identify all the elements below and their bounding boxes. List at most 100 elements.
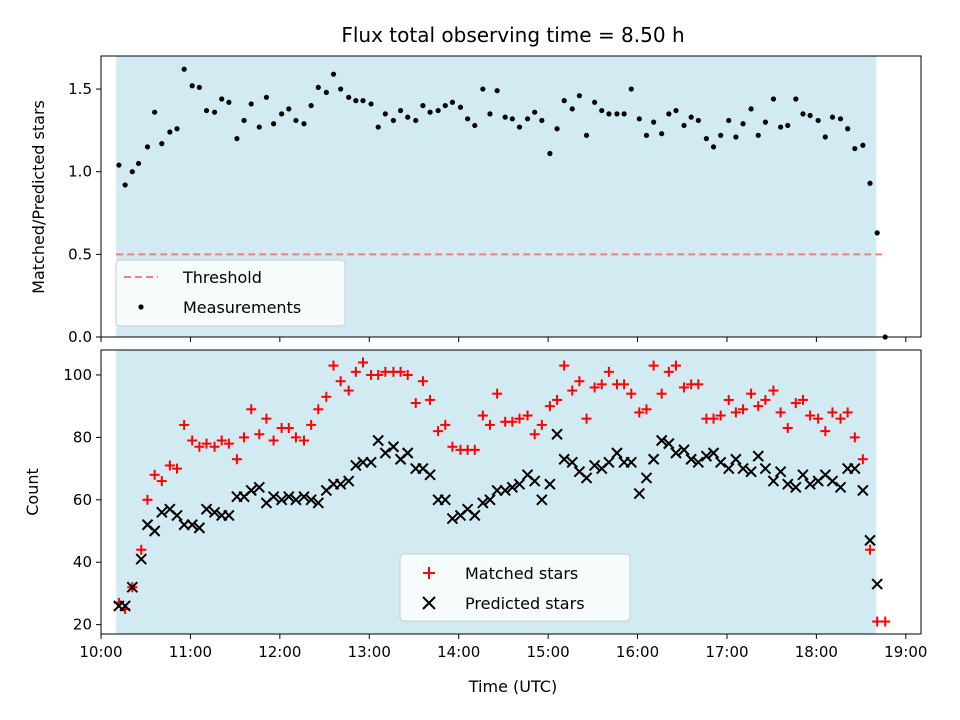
predicted-star-point bbox=[723, 462, 735, 475]
measurement-point bbox=[211, 109, 218, 115]
bottom-y-axis: 20 40 60 80 100 bbox=[63, 366, 101, 634]
measurement-point bbox=[159, 141, 165, 147]
measurement-point bbox=[116, 162, 122, 168]
matched-star-point bbox=[514, 413, 525, 424]
predicted-star-point bbox=[737, 462, 749, 475]
bottom-panel: 20 40 60 80 100 10:00 11:00 12:00 13:00 14:00 15:… bbox=[23, 349, 927, 696]
measurement-point bbox=[710, 144, 717, 150]
matched-star-point bbox=[136, 544, 147, 555]
predicted-star-point bbox=[834, 481, 847, 494]
measurement-point bbox=[465, 116, 471, 122]
x-tick-label: 14:00 bbox=[437, 643, 480, 661]
predicted-star-point bbox=[625, 456, 637, 469]
matched-star-point bbox=[536, 419, 547, 430]
matched-star-point bbox=[827, 407, 838, 418]
matched-star-point bbox=[433, 426, 444, 437]
matched-star-point bbox=[440, 419, 451, 430]
measurement-point bbox=[845, 126, 851, 132]
x-tick-label: 15:00 bbox=[526, 643, 569, 661]
predicted-star-point bbox=[446, 512, 459, 525]
predicted-star-point bbox=[245, 484, 257, 497]
measurement-point bbox=[226, 99, 232, 105]
measurement-point bbox=[867, 180, 873, 186]
predicted-star-point bbox=[685, 453, 697, 465]
predicted-star-point bbox=[290, 494, 302, 506]
chart-title: Flux total observing time = 8.50 h bbox=[341, 23, 684, 47]
measurement-point bbox=[472, 122, 478, 129]
measurement-point bbox=[643, 132, 650, 138]
legend-matched-swatch bbox=[423, 567, 435, 579]
matched-star-point bbox=[343, 385, 354, 396]
measurement-point bbox=[413, 117, 419, 124]
matched-star-point bbox=[223, 438, 234, 449]
predicted-star-point bbox=[566, 456, 578, 469]
matched-star-point bbox=[254, 429, 265, 440]
predicted-star-point bbox=[424, 469, 436, 481]
top-y-tick-label: 0.5 bbox=[68, 245, 92, 263]
predicted-star-point bbox=[342, 475, 355, 487]
predicted-star-point bbox=[544, 478, 556, 490]
measurement-point bbox=[561, 98, 567, 104]
matched-star-point bbox=[723, 394, 734, 405]
top-y-tick-label: 1.0 bbox=[68, 163, 92, 181]
measurement-point bbox=[196, 84, 202, 91]
measurement-point bbox=[286, 106, 292, 112]
measurement-point bbox=[435, 107, 441, 114]
matched-star-point bbox=[298, 435, 309, 446]
measurement-point bbox=[189, 83, 195, 89]
predicted-star-point bbox=[200, 503, 213, 515]
predicted-star-point bbox=[536, 494, 548, 506]
bottom-y-axis-label: Count bbox=[23, 468, 42, 516]
measurement-point bbox=[524, 116, 531, 122]
matched-star-point bbox=[813, 413, 824, 424]
matched-star-point bbox=[492, 388, 503, 399]
matched-star-point bbox=[634, 407, 645, 418]
matched-star-point bbox=[842, 407, 853, 418]
predicted-star-point bbox=[267, 490, 280, 503]
measurement-point bbox=[308, 102, 314, 109]
matched-star-point bbox=[589, 382, 600, 393]
matched-star-point bbox=[290, 432, 301, 443]
predicted-star-point bbox=[350, 459, 362, 472]
x-tick-label: 13:00 bbox=[348, 643, 391, 661]
predicted-star-point bbox=[678, 444, 690, 456]
predicted-star-point bbox=[126, 581, 139, 593]
measurement-point bbox=[755, 132, 761, 138]
matched-star-point bbox=[201, 438, 212, 449]
x-axis-label: Time (UTC) bbox=[468, 677, 557, 696]
predicted-star-point bbox=[186, 519, 198, 531]
predicted-star-point bbox=[655, 434, 668, 447]
measurement-point bbox=[688, 114, 694, 120]
predicted-star-point bbox=[633, 487, 646, 500]
measurement-point bbox=[279, 111, 285, 117]
predicted-star-point bbox=[193, 522, 206, 534]
measurement-point bbox=[785, 122, 791, 129]
predicted-star-point bbox=[298, 490, 310, 503]
matched-star-point bbox=[142, 494, 153, 505]
matched-star-point bbox=[715, 410, 726, 421]
measurement-point bbox=[487, 111, 493, 117]
measurement-point bbox=[144, 144, 151, 150]
matched-star-point bbox=[179, 419, 190, 430]
top-y-axis: 0.0 0.5 1.0 1.5 bbox=[68, 80, 101, 346]
measurement-point bbox=[770, 96, 777, 102]
matched-star-point bbox=[693, 379, 704, 390]
measurement-point bbox=[263, 94, 270, 100]
matched-star-point bbox=[552, 394, 563, 405]
measurement-point bbox=[494, 88, 500, 94]
predicted-star-point bbox=[663, 437, 675, 450]
measurement-point bbox=[167, 129, 173, 135]
legend-measurements-label: Measurements bbox=[183, 298, 301, 317]
measurement-point bbox=[748, 106, 754, 112]
predicted-star-point bbox=[782, 478, 794, 490]
predicted-star-point bbox=[499, 484, 511, 497]
matched-star-point bbox=[820, 426, 831, 437]
matched-star-point bbox=[149, 469, 160, 480]
bottom-legend-box bbox=[399, 553, 631, 622]
measurement-point bbox=[248, 101, 254, 107]
predicted-star-point bbox=[148, 525, 161, 537]
matched-star-point bbox=[469, 444, 480, 455]
measurement-point bbox=[837, 116, 844, 122]
matched-star-point bbox=[522, 410, 533, 421]
